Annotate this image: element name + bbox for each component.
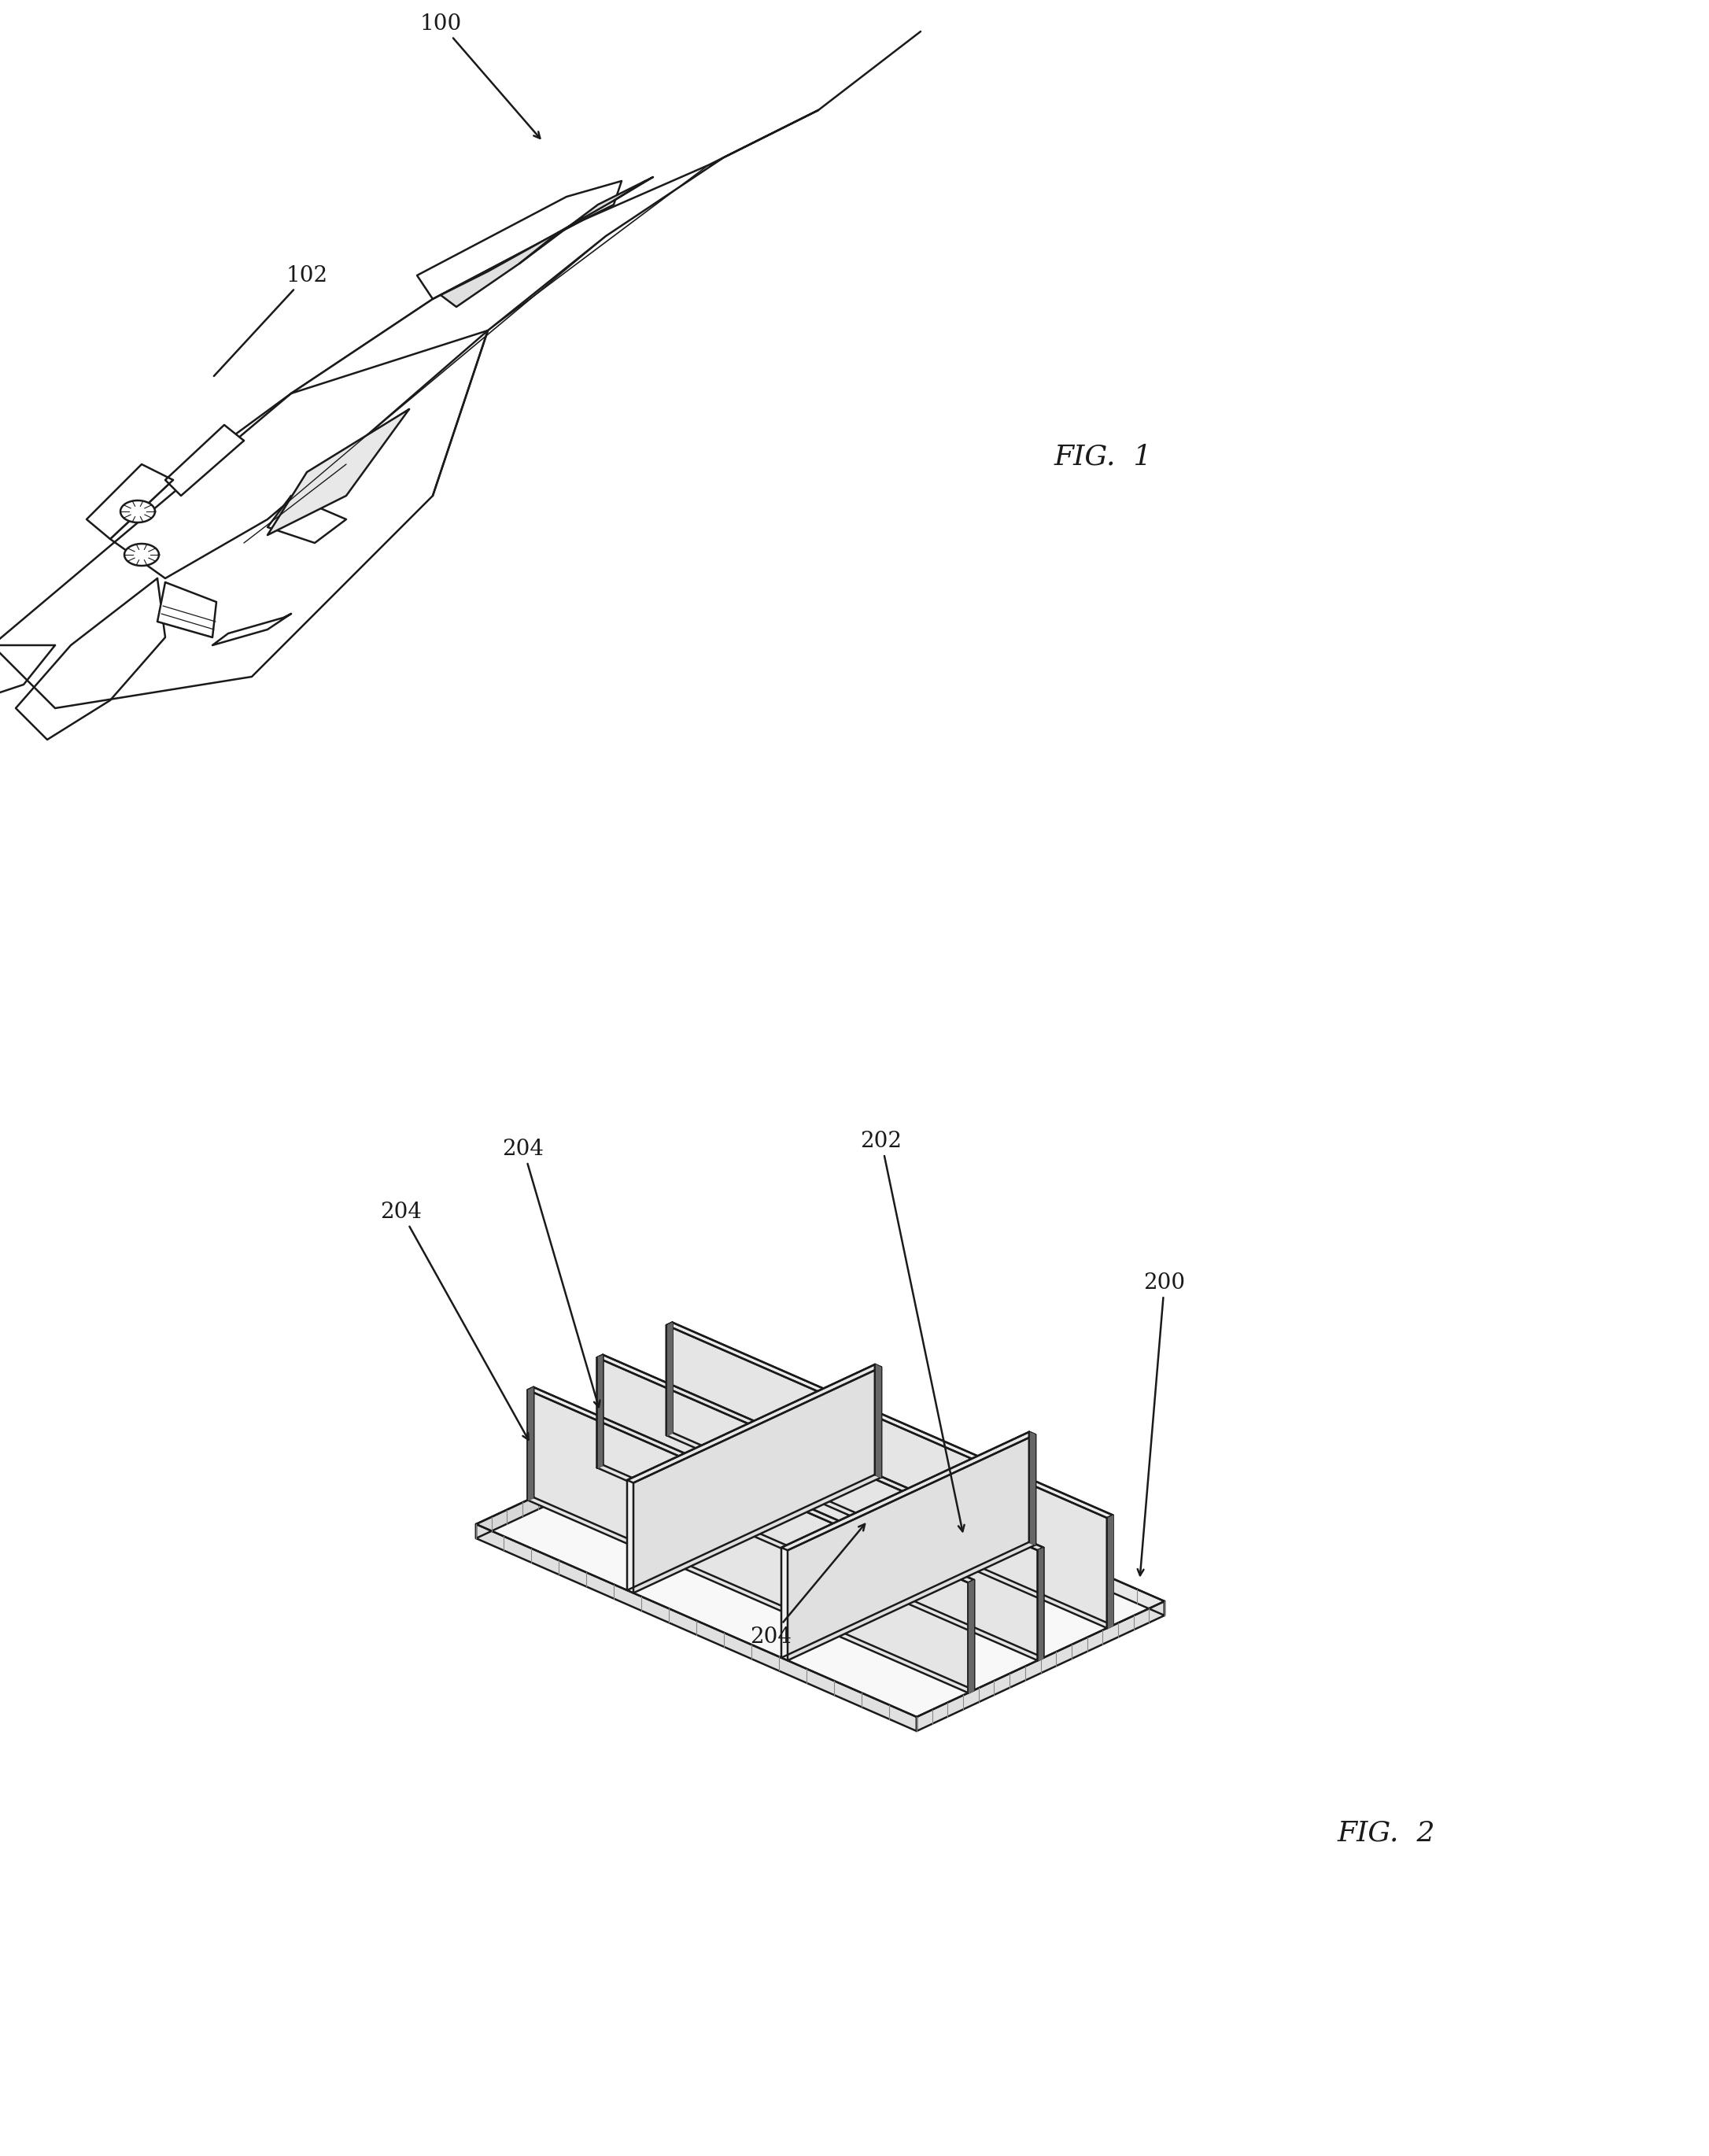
- Polygon shape: [477, 1408, 1164, 1716]
- Polygon shape: [0, 330, 487, 707]
- Polygon shape: [0, 645, 55, 701]
- Polygon shape: [87, 464, 173, 539]
- Text: 204: 204: [750, 1524, 865, 1647]
- Text: 102: 102: [214, 265, 328, 375]
- Text: 204: 204: [502, 1138, 600, 1408]
- Polygon shape: [627, 1365, 875, 1591]
- Polygon shape: [969, 1580, 974, 1692]
- Polygon shape: [125, 543, 159, 565]
- Text: 100: 100: [420, 13, 540, 138]
- Polygon shape: [157, 582, 217, 638]
- Polygon shape: [788, 1434, 1036, 1660]
- Polygon shape: [212, 614, 291, 645]
- Polygon shape: [477, 1524, 916, 1731]
- Polygon shape: [528, 1391, 969, 1692]
- Text: FIG.  2: FIG. 2: [1338, 1820, 1436, 1848]
- Polygon shape: [533, 1386, 974, 1690]
- Polygon shape: [634, 1367, 882, 1593]
- Polygon shape: [781, 1432, 1029, 1658]
- Text: 200: 200: [1138, 1272, 1186, 1576]
- Polygon shape: [627, 1365, 882, 1483]
- Polygon shape: [1037, 1548, 1044, 1660]
- Polygon shape: [916, 1602, 1164, 1731]
- Polygon shape: [603, 1354, 1044, 1658]
- Polygon shape: [268, 410, 408, 535]
- Polygon shape: [781, 1432, 1036, 1550]
- Polygon shape: [596, 1354, 603, 1468]
- Text: 204: 204: [381, 1201, 528, 1440]
- Polygon shape: [667, 1322, 672, 1436]
- Polygon shape: [875, 1365, 882, 1477]
- Text: FIG.  1: FIG. 1: [1054, 442, 1152, 470]
- Polygon shape: [596, 1354, 1044, 1550]
- Polygon shape: [725, 1408, 1164, 1615]
- Polygon shape: [417, 181, 622, 300]
- Polygon shape: [672, 1322, 1113, 1626]
- Polygon shape: [477, 1408, 725, 1539]
- Polygon shape: [596, 1358, 1037, 1660]
- Polygon shape: [528, 1386, 533, 1501]
- Polygon shape: [15, 578, 166, 740]
- Polygon shape: [268, 496, 347, 543]
- Polygon shape: [667, 1322, 1113, 1518]
- Polygon shape: [120, 500, 156, 522]
- Text: 202: 202: [860, 1130, 964, 1531]
- Polygon shape: [667, 1326, 1107, 1628]
- Polygon shape: [441, 177, 653, 306]
- Polygon shape: [166, 425, 244, 496]
- Polygon shape: [1107, 1516, 1113, 1628]
- Polygon shape: [109, 110, 819, 578]
- Polygon shape: [1029, 1432, 1036, 1546]
- Polygon shape: [528, 1386, 974, 1583]
